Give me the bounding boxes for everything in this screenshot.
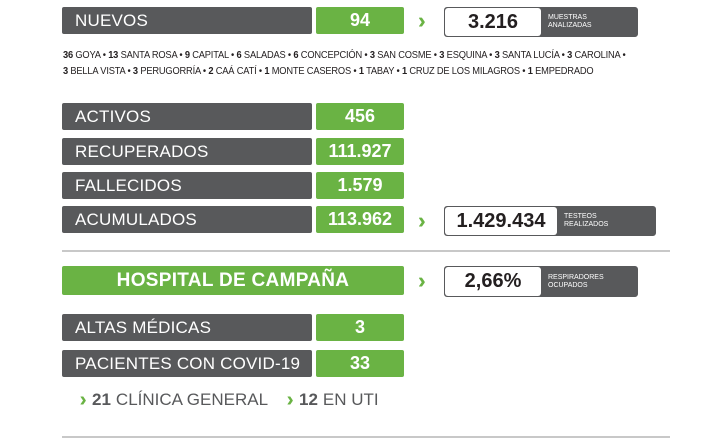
detail-place: CRUZ DE LOS MILAGROS	[406, 66, 520, 77]
detail-place: ESQUINA	[444, 50, 487, 61]
detail-place: CAÁ CATÍ	[213, 66, 257, 77]
bullet-separator: •	[285, 50, 294, 61]
detail-place: SANTA ROSA	[118, 50, 178, 61]
detail-count: 1	[358, 66, 364, 77]
bullet-separator: •	[486, 50, 495, 61]
detail-count: 3	[369, 50, 375, 61]
respiradores-box: 2,66% RESPIRADORES OCUPADOS	[444, 266, 638, 297]
detail-place: GOYA	[72, 50, 101, 61]
detail-place: MONTE CASEROS	[269, 66, 351, 77]
double-chevron-right-icon: ››	[418, 268, 423, 293]
bullet-separator: •	[200, 66, 209, 77]
detail-count: 1	[527, 66, 533, 77]
uti-label: EN UTI	[322, 390, 379, 409]
nuevos-label: NUEVOS	[62, 7, 312, 34]
pacientes-label: PACIENTES CON COVID-19	[62, 350, 312, 377]
detail-count: 2	[208, 66, 214, 77]
detail-count: 1	[401, 66, 407, 77]
respiradores-label-line2: OCUPADOS	[548, 281, 588, 289]
altas-value: 3	[316, 314, 404, 341]
fallecidos-label: FALLECIDOS	[62, 172, 312, 199]
detail-place: CAPITAL	[189, 50, 229, 61]
double-chevron-right-icon: ››	[418, 8, 423, 33]
fallecidos-value: 1.579	[316, 172, 404, 199]
altas-label: ALTAS MÉDICAS	[62, 314, 312, 341]
activos-label: ACTIVOS	[62, 103, 312, 130]
acumulados-value: 113.962	[316, 206, 404, 233]
testeos-value: 1.429.434	[445, 207, 557, 235]
detail-count: 6	[293, 50, 299, 61]
detail-place: SALADAS	[241, 50, 286, 61]
bullet-separator: •	[256, 66, 265, 77]
muestras-box: 3.216 MUESTRAS ANALIZADAS	[444, 7, 638, 37]
bullet-separator: •	[176, 50, 185, 61]
detail-place: SANTA LUCÍA	[499, 50, 560, 61]
bullet-separator: •	[100, 50, 109, 61]
detail-place: PERUGORRÍA	[137, 66, 201, 77]
nuevos-value: 94	[316, 7, 404, 34]
bullet-separator: •	[228, 50, 237, 61]
detail-count: 3	[494, 50, 500, 61]
uti-row: ›› 12 EN UTI	[287, 390, 379, 410]
detail-count: 9	[184, 50, 190, 61]
hospital-title: HOSPITAL DE CAMPAÑA	[62, 266, 404, 295]
testeos-label-line1: TESTEOS	[564, 213, 597, 220]
detail-count: 3	[63, 66, 68, 77]
detail-line-2: 3 BELLA VISTA • 3 PERUGORRÍA • 2 CAÁ CAT…	[63, 64, 594, 80]
double-chevron-right-icon: ››	[418, 208, 423, 233]
bullet-separator: •	[361, 50, 370, 61]
detail-place: BELLA VISTA	[67, 66, 126, 77]
uti-count: 12	[299, 390, 318, 409]
detail-count: 13	[108, 50, 119, 61]
muestras-label-line1: MUESTRAS	[548, 14, 587, 21]
clinica-count: 21	[92, 390, 111, 409]
clinica-row: ›› 21 CLÍNICA GENERAL	[80, 390, 268, 410]
muestras-label: MUESTRAS ANALIZADAS	[541, 8, 592, 36]
testeos-label-line2: REALIZADOS	[564, 221, 609, 228]
pacientes-value: 33	[316, 350, 404, 377]
detail-count: 6	[236, 50, 242, 61]
bottom-divider	[62, 436, 670, 438]
bullet-separator: •	[620, 50, 626, 61]
detail-count: 3	[132, 66, 138, 77]
detail-place: EMPEDRADO	[532, 66, 594, 77]
bullet-separator: •	[519, 66, 528, 77]
recuperados-label: RECUPERADOS	[62, 138, 312, 165]
detail-count: 1	[264, 66, 270, 77]
acumulados-label: ACUMULADOS	[62, 206, 312, 233]
clinica-label: CLÍNICA GENERAL	[115, 390, 269, 409]
detail-line-1: 36 GOYA • 13 SANTA ROSA • 9 CAPITAL • 6 …	[63, 48, 626, 64]
muestras-value: 3.216	[445, 8, 541, 36]
detail-place: CAROLINA	[572, 50, 621, 61]
detail-count: 36	[63, 50, 73, 61]
bullet-separator: •	[559, 50, 568, 61]
testeos-label: TESTEOS REALIZADOS	[557, 207, 608, 235]
muestras-label-line2: ANALIZADAS	[548, 22, 592, 29]
section-divider	[62, 250, 670, 252]
detail-place: SAN COSME	[374, 50, 432, 61]
recuperados-value: 111.927	[316, 138, 404, 165]
bullet-separator: •	[350, 66, 359, 77]
activos-value: 456	[316, 103, 404, 130]
testeos-box: 1.429.434 TESTEOS REALIZADOS	[444, 206, 656, 236]
detail-count: 3	[439, 50, 445, 61]
respiradores-value: 2,66%	[445, 267, 541, 296]
detail-place: CONCEPCIÓN	[298, 50, 362, 61]
detail-count: 3	[567, 50, 573, 61]
bullet-separator: •	[394, 66, 402, 77]
bullet-separator: •	[431, 50, 440, 61]
respiradores-label: RESPIRADORES OCUPADOS	[541, 267, 604, 296]
detail-place: TABAY	[363, 66, 395, 77]
respiradores-label-line1: RESPIRADORES	[548, 273, 604, 281]
bullet-separator: •	[125, 66, 133, 77]
